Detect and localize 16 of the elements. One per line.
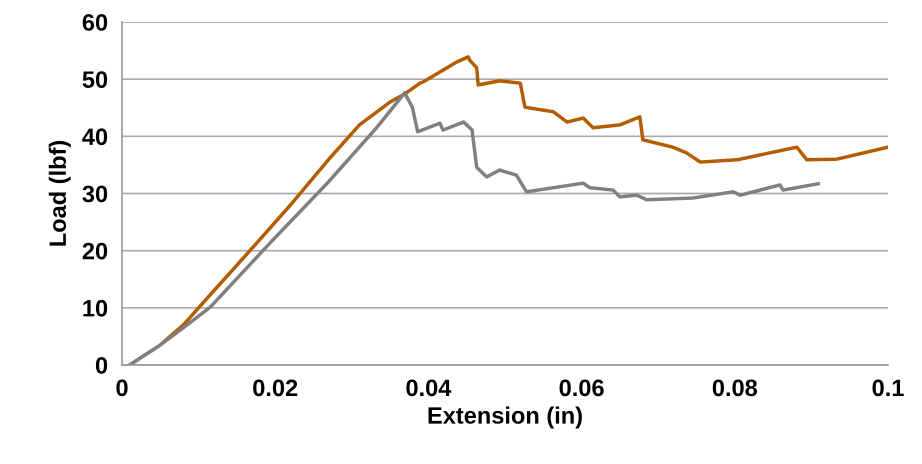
- x-tick-label: 0: [116, 380, 128, 396]
- y-tick-label: 60: [82, 14, 108, 31]
- y-tick-label: 20: [82, 242, 108, 260]
- y-tick-label: 10: [83, 300, 108, 317]
- y-tick-label: 0: [96, 357, 108, 374]
- x-tick-label: 0.06: [560, 380, 604, 396]
- y-tick-label: 30: [82, 186, 108, 202]
- x-tick-label: 0.02: [253, 380, 298, 396]
- x-tick-label: 0.08: [712, 380, 758, 396]
- line-series: [128, 91, 820, 365]
- y-tick-label: 40: [82, 128, 108, 146]
- y-tick-label: 50: [82, 71, 108, 88]
- x-tick-label: 0.04: [406, 380, 452, 396]
- y-axis-title: Load (lbf): [48, 140, 71, 246]
- x-axis-title: Extension (in): [428, 406, 582, 428]
- x-tick-label: 0.1: [872, 380, 904, 396]
